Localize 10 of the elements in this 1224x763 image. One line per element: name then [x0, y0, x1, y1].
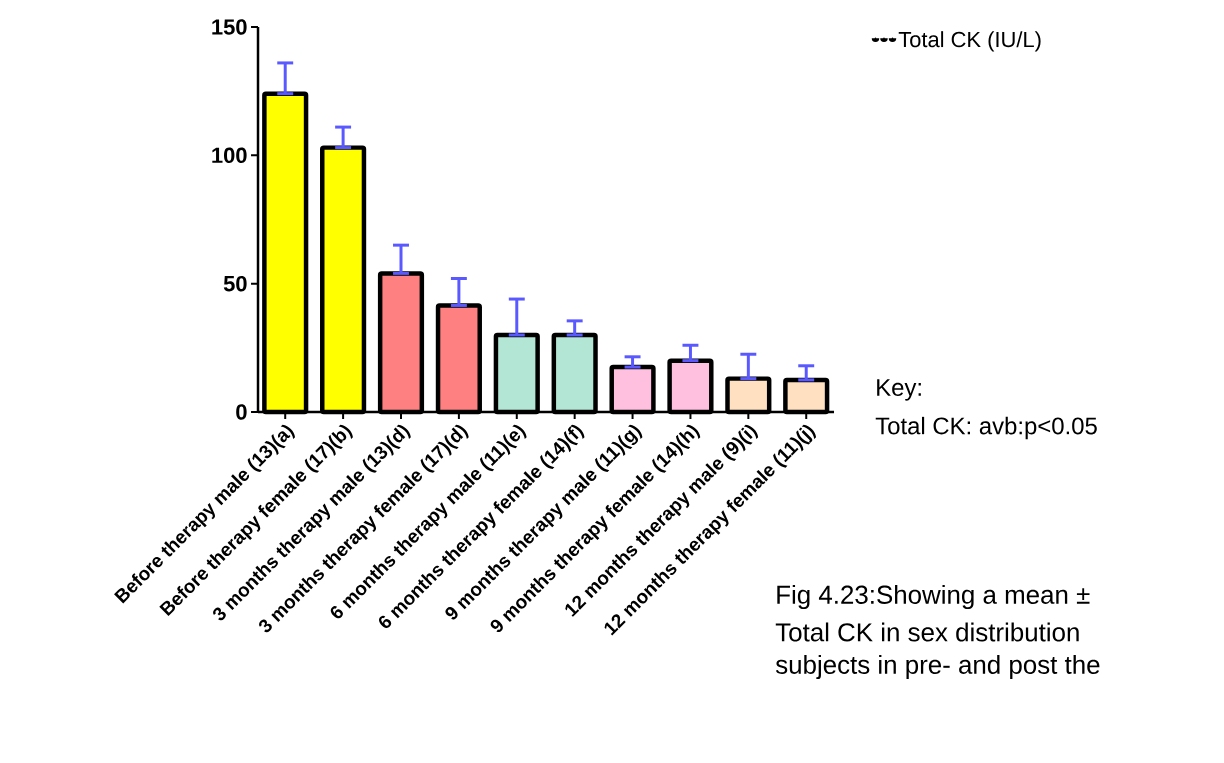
- text: Total CK in sex distribution: [775, 622, 1079, 642]
- text: Total CK: avb:p<0.05: [875, 416, 1097, 440]
- text: subjects in pre- and post the: [775, 654, 1100, 680]
- y-tick-label: 50: [223, 275, 247, 292]
- y-tick-label: 100: [212, 147, 247, 164]
- legend-label: Total CK (IU/L): [898, 31, 1041, 52]
- y-tick-label: 150: [212, 19, 247, 35]
- text: Key:: [877, 379, 921, 401]
- y-tick-label: 0: [236, 404, 247, 420]
- caption: Fig 4.23:Showing a mean ±: [777, 584, 1090, 610]
